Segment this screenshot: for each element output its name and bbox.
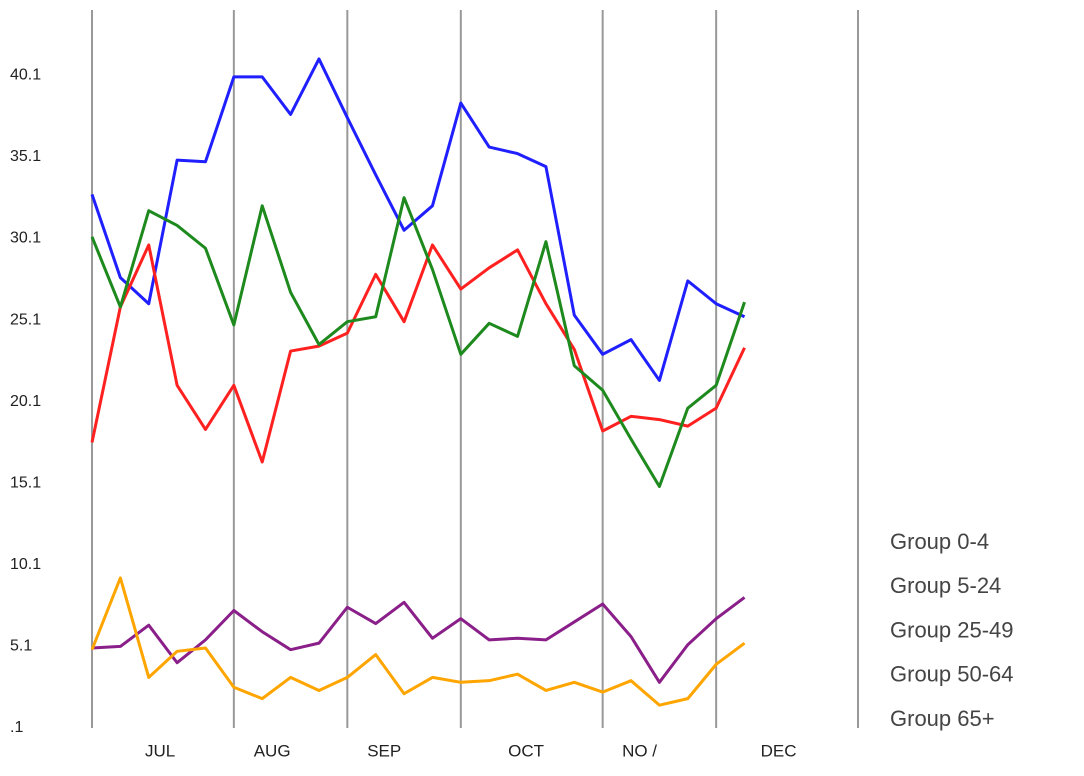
- series-line: [91, 596, 746, 684]
- y-tick-label: 40.1: [10, 66, 41, 83]
- x-tick-label: SEP: [367, 741, 401, 760]
- x-tick-label: AUG: [254, 741, 291, 760]
- series-line: [90, 196, 746, 488]
- y-tick-label: 25.1: [10, 311, 41, 328]
- x-tick-label: OCT: [508, 741, 544, 760]
- y-tick-label: 10.1: [10, 556, 41, 573]
- legend-label: Group 25-49: [890, 617, 1014, 642]
- series-line: [90, 243, 746, 464]
- series-line: [90, 576, 746, 707]
- x-tick-label: NO /: [622, 741, 657, 760]
- y-tick-label: 35.1: [10, 148, 41, 165]
- legend-label: Group 0-4: [890, 529, 989, 554]
- y-tick-label: 20.1: [10, 393, 41, 410]
- y-tick-label: .1: [10, 719, 23, 736]
- legend-label: Group 5-24: [890, 573, 1001, 598]
- legend-label: Group 50-64: [890, 662, 1014, 687]
- series-line: [90, 57, 746, 382]
- x-tick-label: JUL: [145, 741, 175, 760]
- y-tick-label: 5.1: [10, 638, 32, 655]
- y-tick-label: 15.1: [10, 474, 41, 491]
- x-tick-label: DEC: [761, 741, 797, 760]
- y-tick-label: 30.1: [10, 230, 41, 247]
- legend-label: Group 65+: [890, 706, 995, 731]
